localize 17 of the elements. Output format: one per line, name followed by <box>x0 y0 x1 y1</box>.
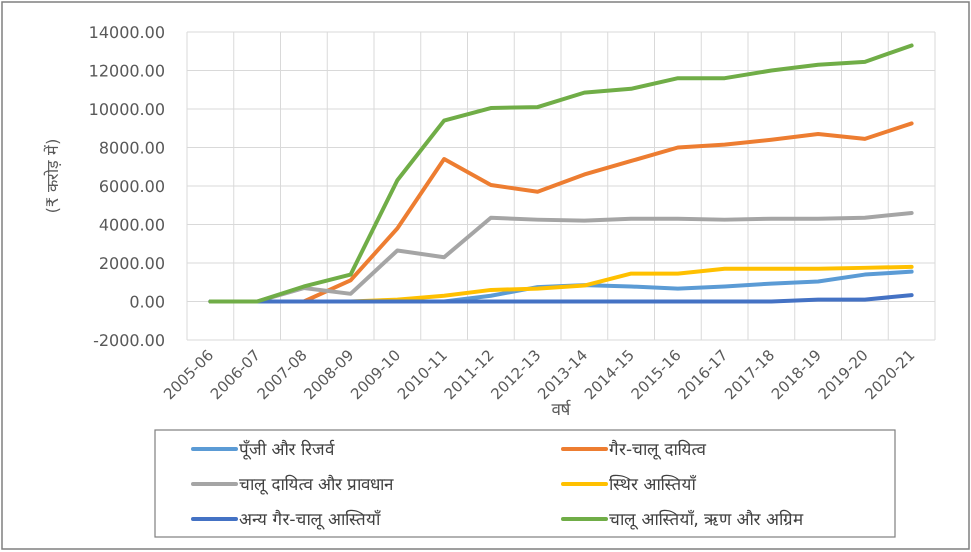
y-tick-label: 14000.00 <box>88 23 165 42</box>
y-tick-label: -2000.00 <box>93 331 165 350</box>
legend-label: स्थिर आस्तियाँ <box>609 474 696 495</box>
legend-label: गैर-चालू दायित्व <box>609 439 707 460</box>
legend-label: चालू दायित्व और प्रावधान <box>239 474 394 495</box>
y-tick-label: 10000.00 <box>88 100 165 119</box>
legend-label: अन्य गैर-चालू आस्तियाँ <box>239 509 381 530</box>
y-tick-label: 4000.00 <box>98 216 165 234</box>
legend-label: पूँजी और रिजर्व <box>239 439 335 460</box>
x-axis-title: वर्ष <box>552 399 572 420</box>
y-tick-label: 6000.00 <box>98 177 165 196</box>
legend-label: चालू आस्तियाँ, ऋण और अग्रिम <box>609 509 804 530</box>
y-tick-label: 8000.00 <box>98 138 165 158</box>
y-tick-label: 0.00 <box>129 292 165 312</box>
y-axis-title: (₹ करोड़ में) <box>43 138 62 214</box>
y-tick-label: 2000.00 <box>98 254 165 273</box>
y-tick-label: 12000.00 <box>88 62 165 80</box>
